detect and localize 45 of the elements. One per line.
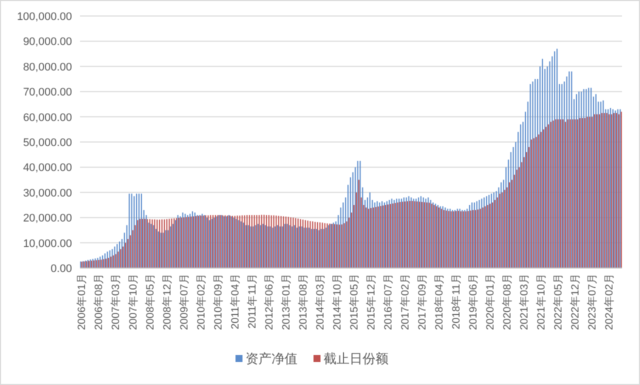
x-tick-label: 2012年06月	[263, 273, 276, 330]
x-tick-label: 2008年12月	[161, 273, 174, 330]
x-tick-label: 2009年07月	[178, 273, 190, 330]
x-tick-label: 2015年05月	[348, 273, 360, 330]
x-tick-label: 2007年03月	[110, 273, 122, 330]
y-tick-label: 40,000.00	[23, 162, 72, 174]
x-tick-label: 2016年07月	[382, 273, 394, 330]
x-tick-label: 2021年10月	[536, 273, 548, 330]
x-tick-label: 2023年07月	[586, 273, 599, 330]
x-tick-label: 2010年02月	[195, 273, 208, 330]
x-tick-label: 2014年10月	[331, 273, 344, 330]
x-tick-label: 2006年08月	[93, 273, 106, 330]
y-tick-label: 20,000.00	[23, 212, 72, 225]
x-tick-label: 2006年01月	[76, 273, 88, 330]
y-tick-label: 10,000.00	[23, 238, 72, 250]
y-tick-label: 60,000.00	[23, 112, 72, 124]
y-tick-label: 0.00	[50, 263, 72, 275]
x-tick-label: 2022年12月	[570, 273, 582, 330]
legend-label: 资产净值	[246, 351, 298, 366]
x-tick-label: 2020年01月	[484, 273, 497, 330]
y-tick-label: 90,000.00	[23, 36, 72, 48]
x-tick-label: 2018年11月	[450, 273, 463, 330]
legend-label: 截止日份额	[324, 351, 388, 366]
x-tick-label: 2014年03月	[314, 273, 326, 330]
x-tick-label: 2013年01月	[280, 273, 292, 330]
x-tick-label: 2019年06月	[468, 273, 480, 330]
x-tick-label: 2017年02月	[399, 273, 412, 330]
x-tick-label: 2021年03月	[518, 273, 531, 330]
y-tick-label: 50,000.00	[23, 137, 72, 149]
x-tick-label: 2020年08月	[502, 273, 514, 330]
x-tick-label: 2011年11月	[246, 273, 258, 328]
x-tick-label: 2024年02月	[604, 273, 616, 330]
y-tick-label: 30,000.00	[23, 187, 72, 200]
x-tick-label: 2017年09月	[416, 273, 428, 330]
y-tick-label: 80,000.00	[23, 61, 72, 74]
x-tick-label: 2010年09月	[212, 273, 224, 330]
x-tick-label: 2008年05月	[144, 273, 156, 330]
x-tick-label: 2007年10月	[127, 273, 140, 330]
x-tick-label: 2022年05月	[552, 273, 565, 330]
x-tick-label: 2013年08月	[297, 273, 310, 330]
x-tick-label: 2015年12月	[365, 273, 378, 330]
x-tick-label: 2018年04月	[434, 273, 446, 330]
y-tick-label: 70,000.00	[23, 86, 72, 99]
y-tick-label: 100,000.00	[16, 11, 72, 23]
x-tick-label: 2011年04月	[229, 273, 242, 330]
